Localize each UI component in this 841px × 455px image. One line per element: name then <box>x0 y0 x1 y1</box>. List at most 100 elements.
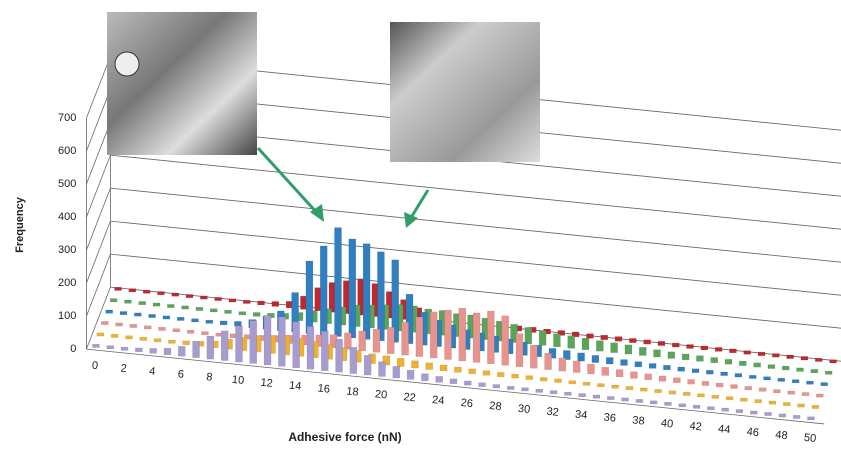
bar <box>110 299 117 302</box>
x-tick-label: 12 <box>260 377 273 390</box>
bar <box>636 399 643 402</box>
x-tick-label: 20 <box>374 388 387 401</box>
bar <box>507 386 514 389</box>
bar <box>778 378 785 381</box>
bar <box>582 338 589 350</box>
bar <box>221 331 228 361</box>
bar <box>459 308 466 361</box>
bar <box>416 317 423 357</box>
bar <box>792 380 799 383</box>
bar <box>759 388 766 392</box>
x-tick-label: 4 <box>149 365 156 378</box>
bar <box>735 373 742 377</box>
bar <box>393 366 400 378</box>
bar <box>801 356 808 360</box>
bar <box>697 394 704 397</box>
bar <box>806 381 813 384</box>
bar <box>688 380 695 385</box>
bar <box>387 327 394 353</box>
bar <box>92 344 99 347</box>
bar <box>696 356 703 362</box>
bar <box>596 341 603 352</box>
bar <box>649 363 656 368</box>
bar <box>192 319 199 322</box>
bar <box>793 415 800 418</box>
bar <box>349 239 356 338</box>
bar <box>630 372 637 379</box>
bar <box>101 321 108 324</box>
bar <box>668 352 675 359</box>
bar <box>201 332 208 335</box>
bar <box>639 347 646 355</box>
bar <box>811 369 818 373</box>
bar <box>650 401 657 404</box>
x-tick-label: 46 <box>746 426 759 439</box>
bar <box>210 309 217 312</box>
bar <box>469 369 476 374</box>
x-axis-label: Adhesive force (nN) <box>288 430 401 444</box>
bar <box>464 381 471 385</box>
bar <box>815 358 822 361</box>
bar <box>436 376 443 382</box>
bar <box>830 360 837 363</box>
bar <box>167 304 174 307</box>
bar <box>749 375 756 378</box>
bar <box>569 381 576 384</box>
bar <box>116 323 123 326</box>
bar <box>679 404 686 407</box>
x-tick-label: 44 <box>717 423 730 436</box>
bar <box>115 287 122 290</box>
bar <box>243 300 250 303</box>
x-tick-label: 38 <box>632 414 645 427</box>
bar <box>621 360 628 366</box>
bar <box>150 348 157 353</box>
x-tick-label: 32 <box>546 406 559 419</box>
bar <box>493 384 500 388</box>
bar <box>193 341 200 358</box>
y-tick-label: 200 <box>58 277 76 289</box>
y-tick-label: 0 <box>70 343 76 355</box>
grid-line <box>86 221 841 296</box>
bar <box>158 327 165 330</box>
bar <box>344 333 351 350</box>
bar <box>739 361 746 366</box>
bar <box>516 334 523 367</box>
bar <box>540 377 547 381</box>
bar <box>640 388 647 391</box>
x-tick-label: 48 <box>775 429 788 442</box>
bar <box>521 388 528 391</box>
bar <box>140 337 147 340</box>
bar <box>235 326 242 362</box>
bar <box>215 297 222 300</box>
bar <box>530 345 537 368</box>
bar <box>473 313 480 363</box>
bar <box>272 301 279 306</box>
bar <box>306 261 313 334</box>
bar <box>168 340 175 343</box>
bar <box>440 365 447 371</box>
bar <box>430 312 437 358</box>
bar <box>659 376 666 381</box>
bar <box>669 391 676 394</box>
bar <box>97 333 104 336</box>
bar <box>787 355 794 359</box>
x-tick-label: 16 <box>317 382 330 395</box>
bar <box>802 392 809 395</box>
grid-line <box>86 155 841 230</box>
x-tick-label: 10 <box>231 374 244 387</box>
bar <box>601 335 608 340</box>
bar <box>153 303 160 306</box>
bar <box>229 299 236 302</box>
x-tick-label: 6 <box>177 368 184 381</box>
bar <box>821 382 828 385</box>
y-axis-label: Frequency <box>14 196 26 253</box>
bar <box>149 314 156 317</box>
bar <box>373 329 380 352</box>
bar <box>378 362 385 377</box>
bar <box>772 354 779 358</box>
bar <box>797 368 804 372</box>
bar <box>750 411 757 414</box>
bar <box>258 301 265 305</box>
bar <box>564 392 571 395</box>
bar <box>825 371 832 374</box>
